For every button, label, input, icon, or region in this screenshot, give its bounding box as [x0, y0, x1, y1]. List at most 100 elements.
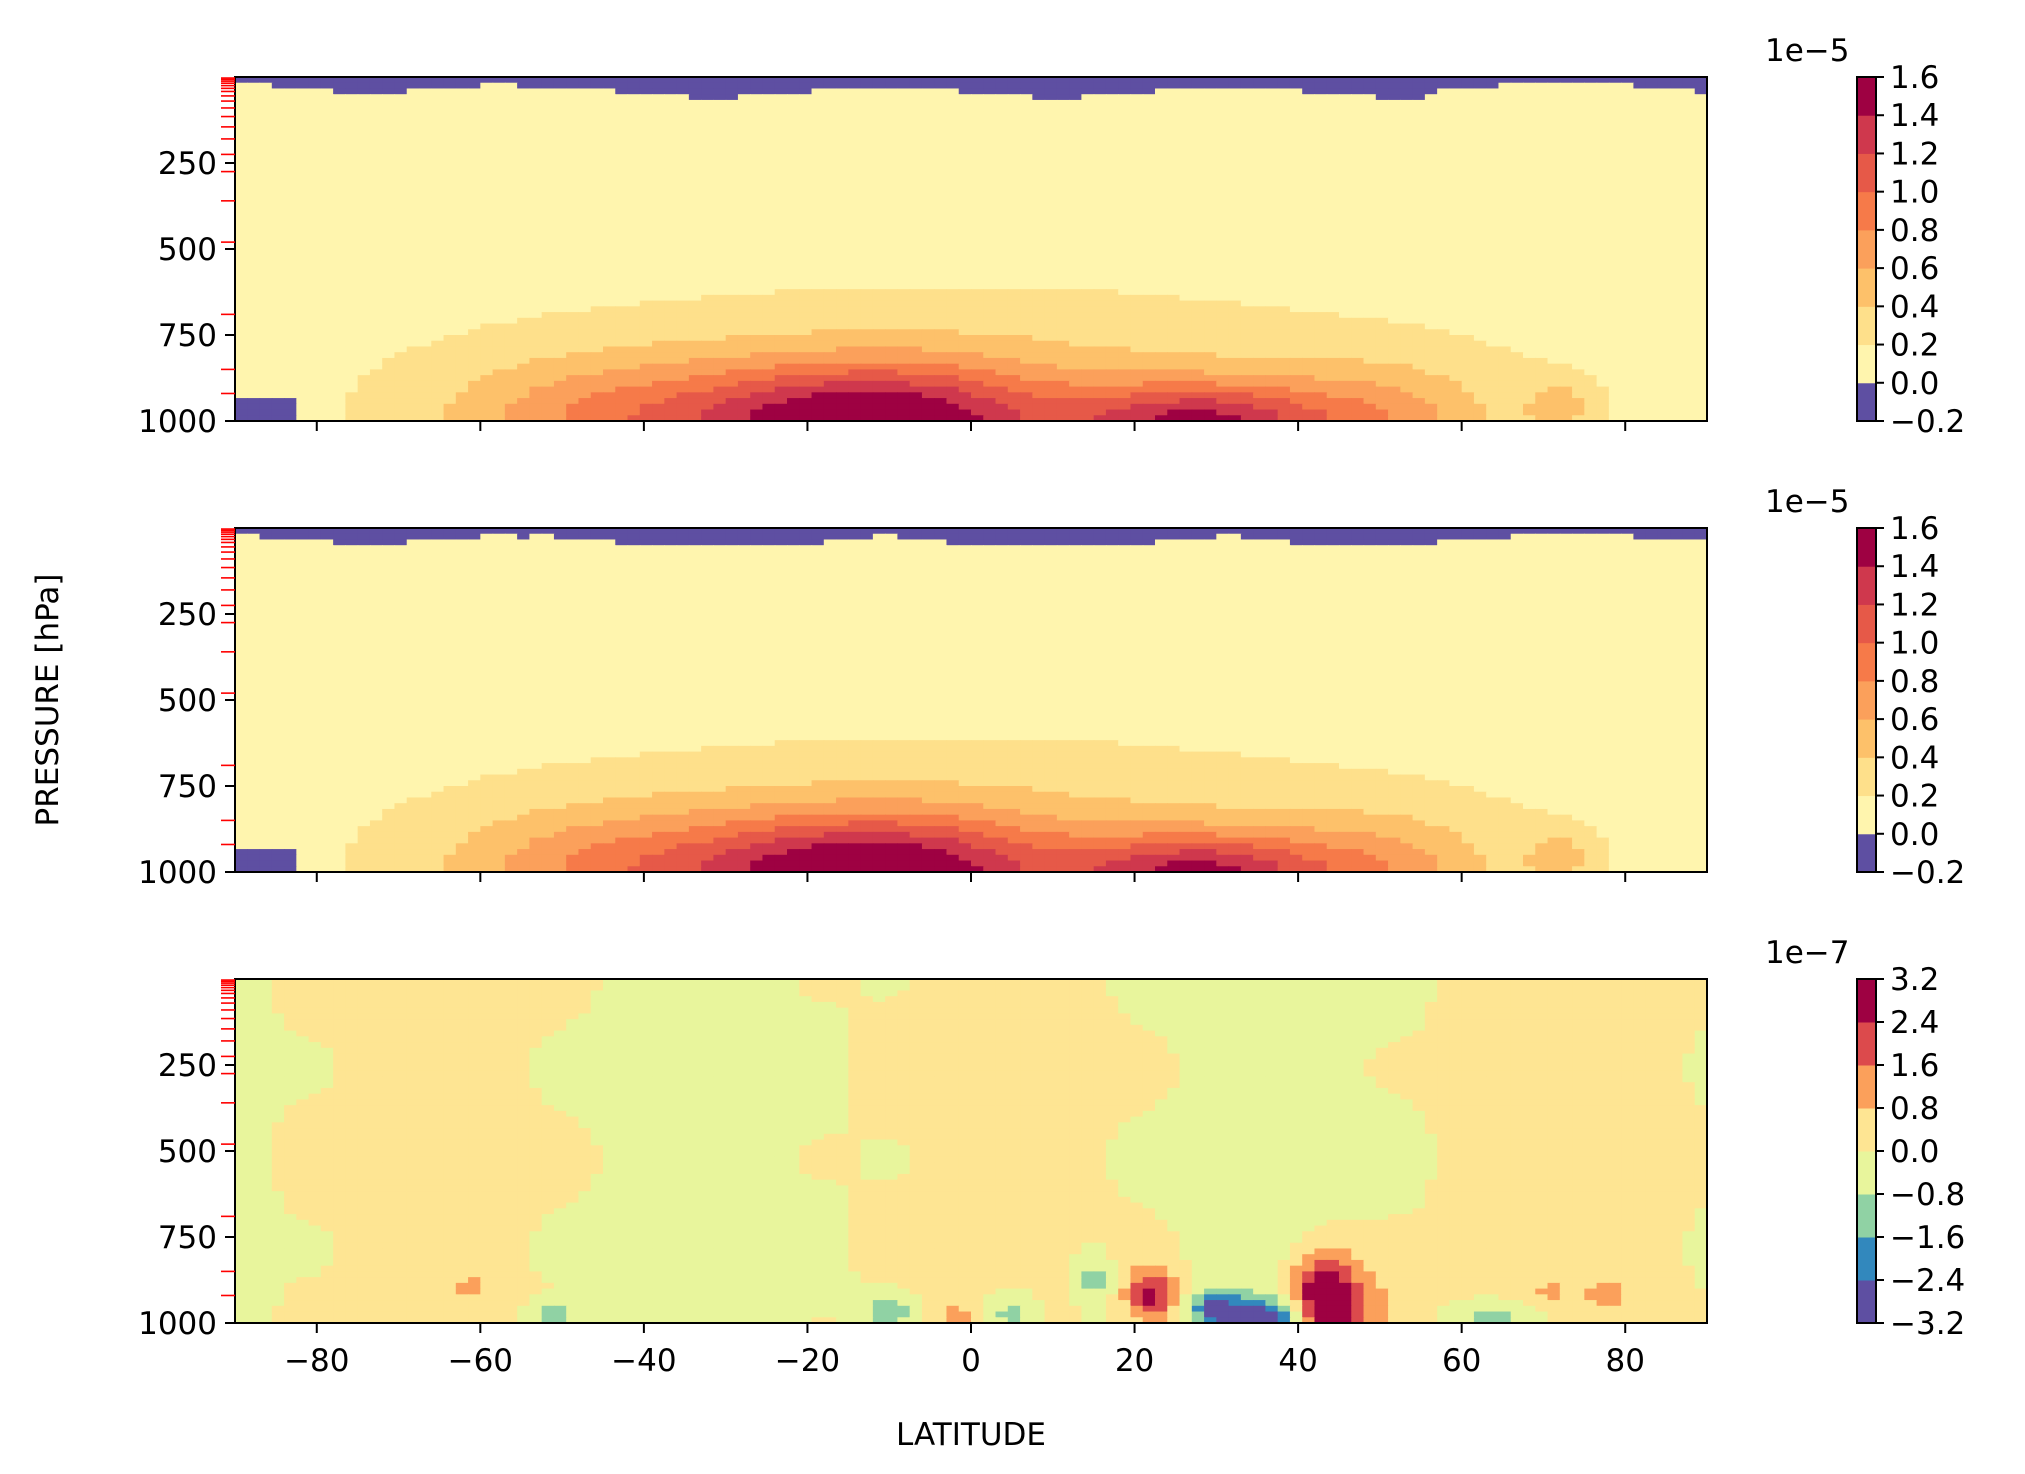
contour-cell: [504, 88, 518, 95]
contour-cell: [885, 105, 898, 112]
contour-cell: [1351, 122, 1365, 130]
contour-cell: [1657, 197, 1671, 204]
contour-cell: [1179, 82, 1193, 90]
contour-cell: [1179, 277, 1193, 284]
contour-cell: [1351, 105, 1365, 112]
contour-cell: [1069, 231, 1082, 239]
contour-cell: [369, 77, 383, 84]
contour-cell: [872, 191, 886, 198]
contour-cell: [1191, 163, 1205, 170]
contour-cell: [1363, 157, 1377, 164]
contour-cell: [235, 231, 248, 239]
contour-cell: [1412, 117, 1426, 124]
contour-cell: [1228, 249, 1242, 256]
contour-cell: [1547, 168, 1561, 176]
contour-cell: [1155, 134, 1168, 141]
contour-cell: [541, 266, 555, 273]
contour-cell: [1020, 140, 1033, 147]
contour-cell: [394, 122, 408, 130]
contour-cell: [1056, 145, 1070, 153]
contour-cell: [1657, 254, 1671, 262]
contour-cell: [1204, 271, 1217, 279]
contour-cell: [1351, 77, 1365, 84]
contour-cell: [603, 231, 616, 239]
contour-cell: [872, 260, 886, 267]
contour-cell: [320, 266, 334, 273]
contour-cell: [578, 117, 592, 124]
contour-cell: [382, 82, 396, 90]
contour-cell: [1584, 117, 1598, 124]
contour-cell: [1155, 266, 1168, 273]
contour-cell: [394, 271, 408, 279]
contour-cell: [1253, 294, 1266, 302]
contour-cell: [995, 140, 1009, 147]
contour-cell: [971, 203, 984, 210]
contour-cell: [848, 260, 862, 267]
contour-cell: [737, 117, 751, 124]
contour-cell: [1596, 283, 1610, 290]
contour-cell: [1510, 277, 1524, 284]
contour-cell: [1682, 289, 1696, 296]
contour-cell: [799, 306, 813, 313]
contour-cell: [1240, 77, 1254, 84]
contour-cell: [1473, 220, 1487, 227]
contour-cell: [1069, 151, 1082, 158]
contour-cell: [1572, 208, 1585, 216]
contour-cell: [639, 140, 653, 147]
contour-cell: [1044, 134, 1058, 141]
contour-cell: [1204, 128, 1217, 135]
contour-cell: [1461, 111, 1475, 118]
contour-cell: [284, 208, 297, 216]
contour-cell: [848, 105, 862, 112]
contour-cell: [320, 94, 334, 101]
contour-cell: [1081, 82, 1095, 90]
contour-cell: [897, 185, 911, 193]
contour-cell: [1584, 151, 1598, 158]
contour-cell: [1645, 151, 1659, 158]
contour-cell: [848, 289, 862, 296]
contour-cell: [725, 180, 739, 187]
contour-cell: [897, 122, 911, 130]
contour-cell: [664, 82, 678, 90]
contour-cell: [517, 300, 530, 307]
contour-cell: [1044, 151, 1058, 158]
contour-cell: [1449, 203, 1463, 210]
contour-cell: [1694, 111, 1708, 118]
contour-cell: [701, 260, 714, 267]
contour-cell: [1510, 82, 1524, 90]
contour-cell: [345, 231, 359, 239]
contour-cell: [1461, 128, 1475, 135]
contour-cell: [443, 203, 457, 210]
contour-cell: [823, 271, 837, 279]
contour-cell: [1486, 249, 1500, 256]
contour-cell: [1523, 180, 1536, 187]
contour-cell: [1400, 203, 1414, 210]
contour-cell: [553, 117, 567, 124]
contour-cell: [296, 134, 310, 141]
contour-cell: [885, 168, 898, 176]
contour-cell: [823, 249, 837, 256]
contour-cell: [455, 99, 469, 107]
contour-cell: [1191, 260, 1205, 267]
contour-cell: [664, 145, 678, 153]
contour-cell: [382, 312, 396, 319]
contour-cell: [320, 300, 334, 307]
contour-cell: [1069, 140, 1082, 147]
contour-cell: [1032, 134, 1046, 141]
contour-cell: [504, 174, 518, 181]
contour-cell: [345, 163, 359, 170]
contour-cell: [1449, 237, 1463, 244]
contour-cell: [296, 271, 310, 279]
contour-cell: [1326, 271, 1340, 279]
contour-cell: [1547, 237, 1561, 244]
contour-cell: [284, 191, 297, 198]
contour-cell: [1007, 77, 1021, 84]
contour-cell: [1020, 277, 1033, 284]
contour-cell: [1314, 82, 1328, 90]
contour-cell: [357, 249, 371, 256]
contour-cell: [455, 111, 469, 118]
contour-cell: [1559, 289, 1573, 296]
contour-cell: [529, 277, 543, 284]
contour-cell: [443, 249, 457, 256]
contour-cell: [1032, 271, 1046, 279]
